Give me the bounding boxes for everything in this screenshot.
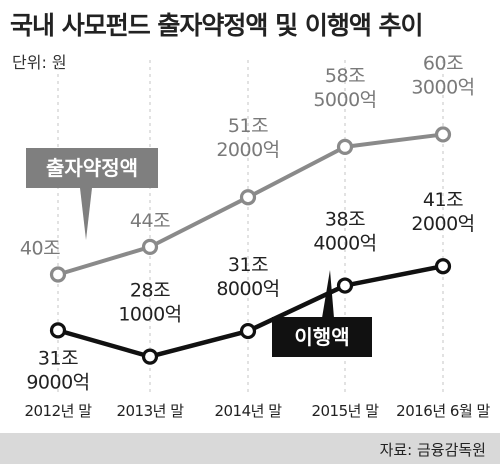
source-label: 자료: 금융감독원 <box>379 441 486 459</box>
data-label: 51조 <box>228 115 268 137</box>
data-point <box>239 189 257 206</box>
legend-execution-label: 이행액 <box>294 325 349 349</box>
data-label: 40조 <box>20 238 60 260</box>
data-point <box>239 322 257 340</box>
data-label: 31조 <box>38 347 78 369</box>
x-tick-label: 2014년 말 <box>214 402 282 420</box>
data-point <box>336 277 354 294</box>
data-label: 2000억 <box>216 139 279 161</box>
data-point <box>49 266 67 283</box>
legend-commitment-box <box>26 148 158 188</box>
data-point <box>336 138 354 155</box>
data-label: 4000억 <box>313 233 376 255</box>
legend-commitment-pointer <box>80 188 92 240</box>
data-point <box>434 258 452 275</box>
data-label: 2000억 <box>411 213 474 235</box>
data-label: 28조 <box>130 280 170 302</box>
unit-label: 단위: 원 <box>12 53 67 72</box>
legend-execution-box <box>272 317 372 357</box>
data-label: 1000억 <box>118 304 181 326</box>
data-label: 41조 <box>423 189 463 211</box>
legend-execution: 이행액 <box>272 270 372 357</box>
legend-commitment: 출자약정액 <box>26 148 158 240</box>
data-label: 60조 <box>423 52 463 74</box>
data-label: 58조 <box>325 65 365 87</box>
legend-execution-pointer <box>322 270 334 318</box>
data-point <box>49 322 67 339</box>
source-bar <box>0 433 500 464</box>
data-point <box>141 348 159 365</box>
x-tick-label: 2015년 말 <box>311 402 379 420</box>
x-tick-label: 2012년 말 <box>24 402 92 420</box>
chart-title: 국내 사모펀드 출자약정액 및 이행액 추이 <box>10 11 424 40</box>
data-label: 8000억 <box>216 278 279 300</box>
data-label: 5000억 <box>313 89 376 111</box>
data-label: 31조 <box>228 254 268 276</box>
x-tick-label: 2016년 6월 말 <box>396 402 490 420</box>
x-tick-label: 2013년 말 <box>116 402 184 420</box>
data-point <box>141 238 159 255</box>
data-point <box>434 126 452 143</box>
data-label: 3000억 <box>411 76 474 98</box>
legend-commitment-label: 출자약정액 <box>46 156 138 180</box>
data-label: 44조 <box>130 210 170 232</box>
data-label: 38조 <box>325 209 365 231</box>
data-label: 9000억 <box>26 371 89 393</box>
